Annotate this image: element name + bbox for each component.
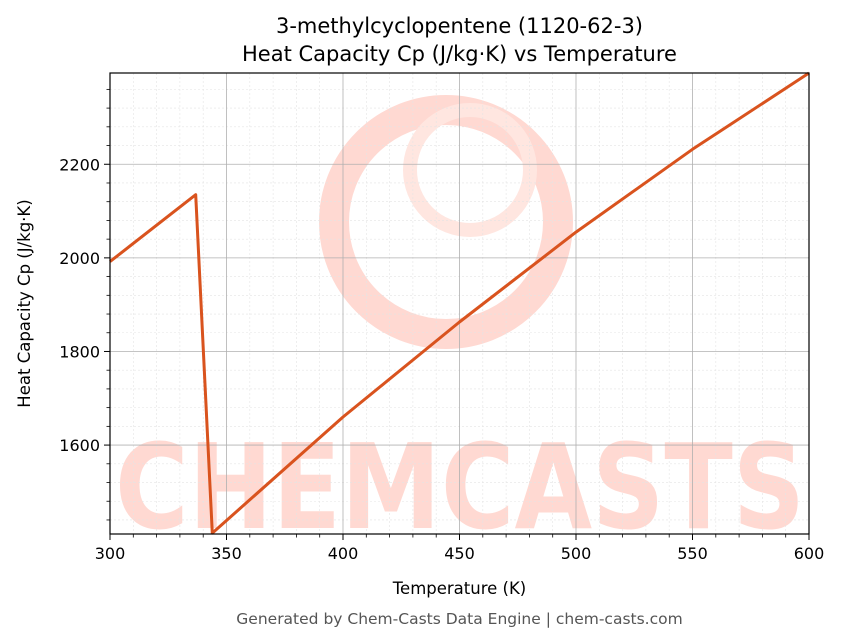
y-tick-label: 2000 — [59, 249, 100, 268]
x-tick-label: 550 — [677, 544, 708, 563]
watermark-text: CHEMCASTS — [115, 418, 805, 556]
series-line — [109, 71, 810, 535]
chart-subtitle: Heat Capacity Cp (J/kg·K) vs Temperature — [242, 42, 677, 66]
chart-title: 3-methylcyclopentene (1120-62-3) — [276, 14, 643, 38]
x-axis-label: Temperature (K) — [392, 579, 526, 598]
y-tick-label: 2200 — [59, 155, 100, 174]
watermark-swirl-icon — [319, 95, 573, 349]
x-tick-label: 600 — [794, 544, 825, 563]
axis-ticks: 300 350 400 450 500 550 600 1600 1800 2000 2200 — [59, 88, 825, 563]
x-tick-label: 500 — [561, 544, 592, 563]
y-tick-label: 1800 — [59, 342, 100, 361]
y-axis-label: Heat Capacity Cp (J/kg·K) — [15, 199, 34, 407]
footer-credit: Generated by Chem-Casts Data Engine | ch… — [236, 610, 682, 628]
x-tick-label: 450 — [444, 544, 475, 563]
x-tick-label: 300 — [95, 544, 126, 563]
x-tick-label: 350 — [211, 544, 242, 563]
y-tick-label: 1600 — [59, 436, 100, 455]
x-tick-label: 400 — [328, 544, 359, 563]
